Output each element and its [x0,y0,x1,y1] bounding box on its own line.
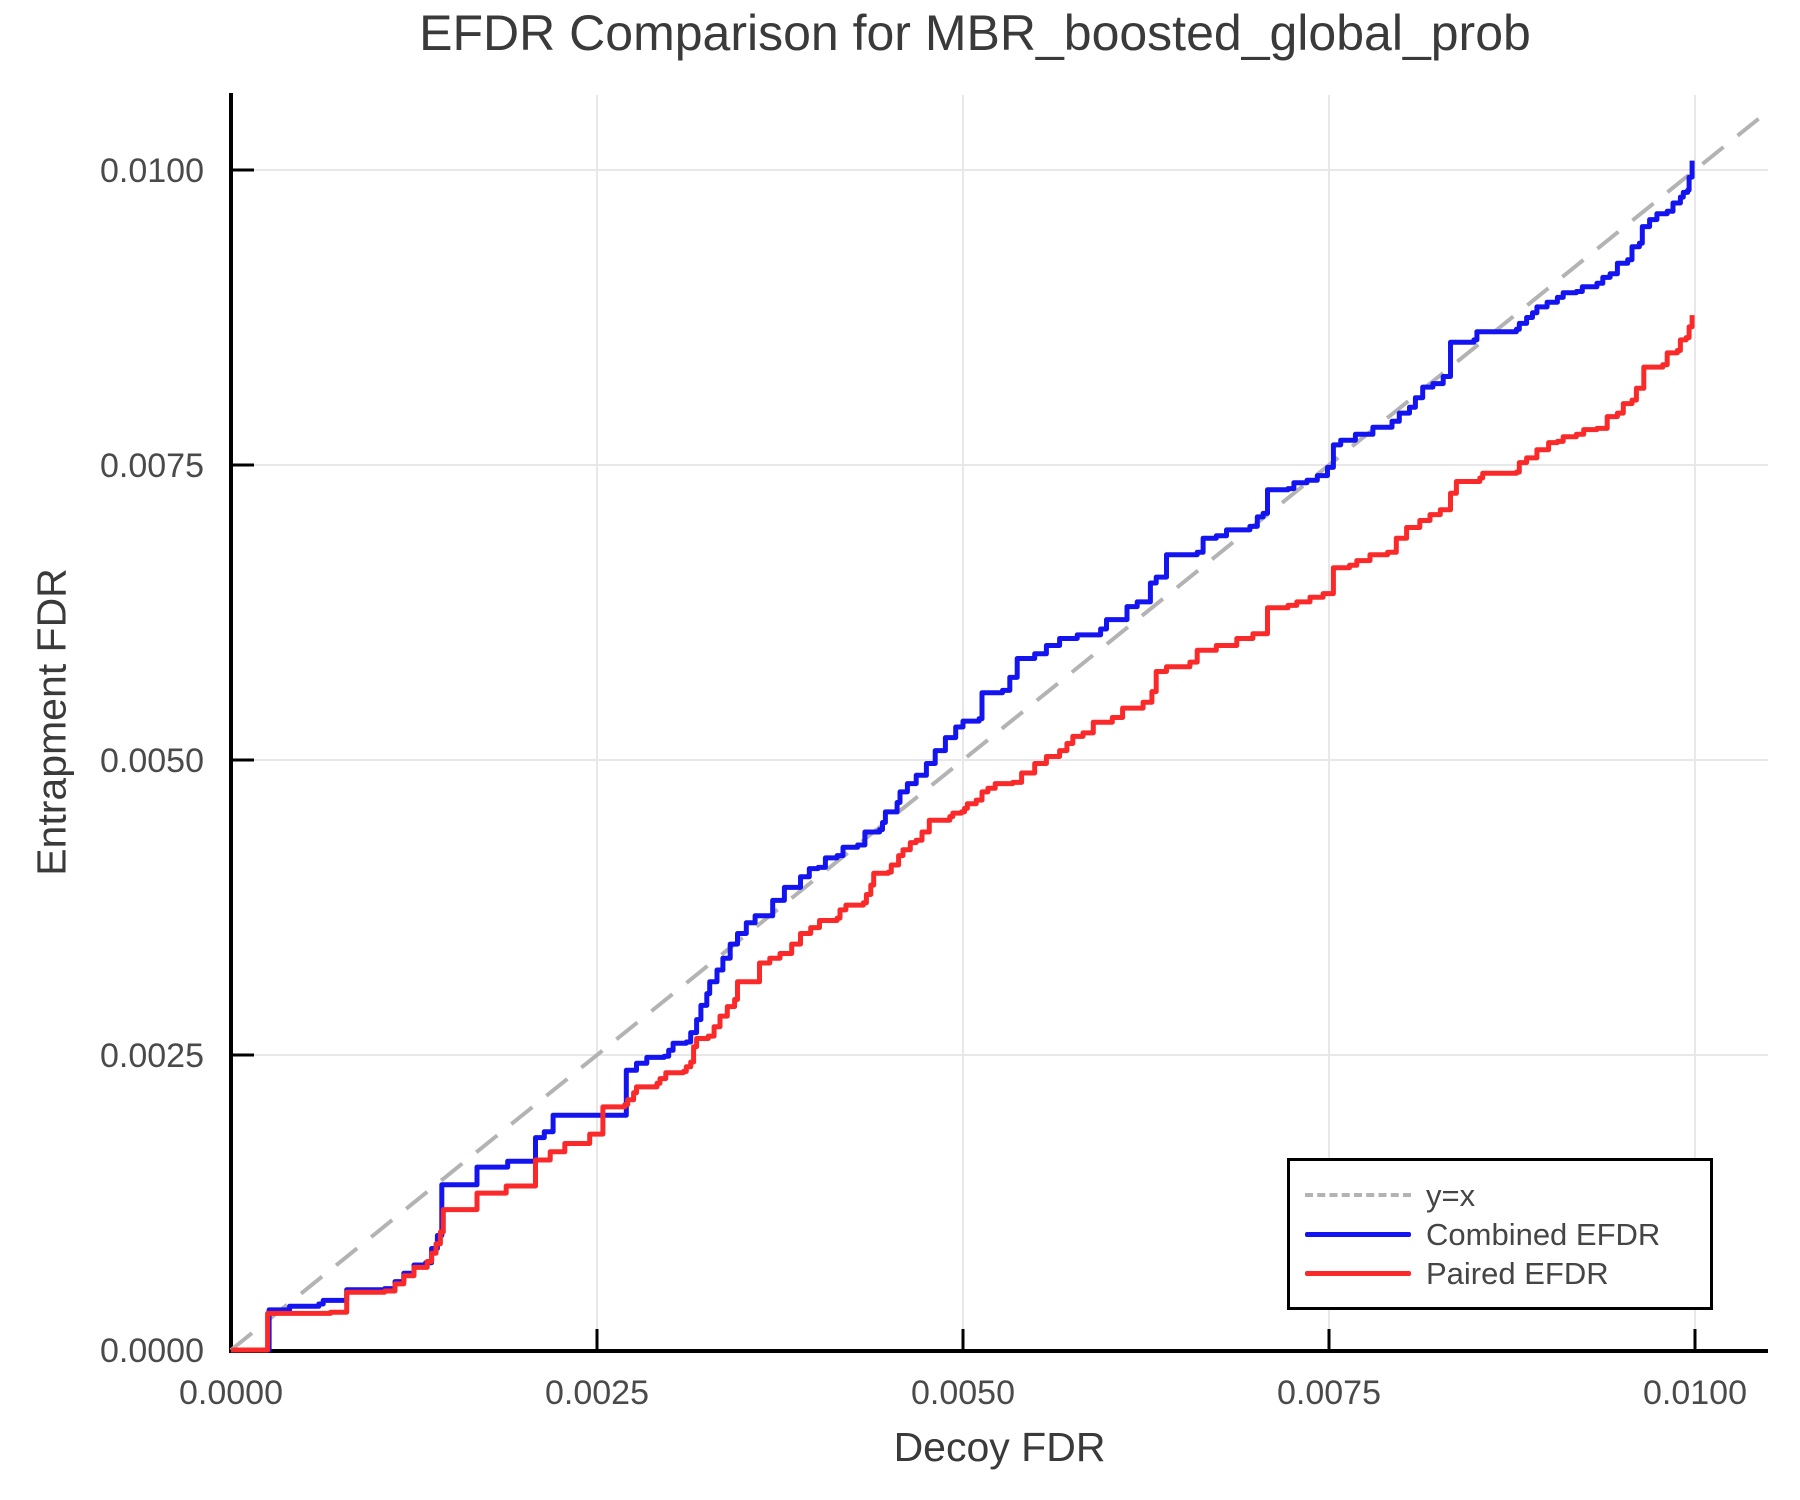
legend-row-reference: y=x [1305,1176,1710,1215]
y-tick-label: 0.0050 [100,742,204,780]
paired-line-swatch [1305,1270,1411,1276]
legend-label-paired: Paired EFDR [1426,1255,1609,1291]
x-tick-label: 0.0000 [179,1374,283,1412]
axes-layer [229,93,1768,1353]
legend: y=x Combined EFDR Paired EFDR [1287,1158,1713,1310]
y-tick-label: 0.0075 [100,447,204,485]
y-tick-label: 0.0025 [100,1037,204,1075]
series-y-x [229,109,1770,1352]
tick-labels: 0.0000 0.0025 0.0050 0.0075 0.0100 0.0000 0.00… [100,152,1747,1412]
legend-label-combined: Combined EFDR [1426,1216,1661,1252]
x-tick-label: 0.0025 [545,1374,649,1412]
legend-label-reference: y=x [1426,1177,1476,1213]
dashed-line-swatch [1305,1193,1411,1197]
x-tick-label: 0.0075 [1277,1374,1381,1412]
x-axis-label: Decoy FDR [893,1424,1106,1470]
legend-row-combined: Combined EFDR [1305,1215,1710,1254]
y-axis-label: Entrapment FDR [28,568,75,876]
y-tick-label: 0.0000 [100,1332,204,1370]
x-tick-label: 0.0100 [1643,1374,1747,1412]
series-paired-efdr [231,315,1695,1353]
chart-title: EFDR Comparison for MBR_boosted_global_p… [419,5,1531,61]
x-tick-label: 0.0050 [911,1374,1015,1412]
legend-row-paired: Paired EFDR [1305,1254,1710,1293]
combined-line-swatch [1305,1231,1411,1237]
series-combined-efdr [231,160,1695,1353]
y-tick-label: 0.0100 [100,152,204,190]
